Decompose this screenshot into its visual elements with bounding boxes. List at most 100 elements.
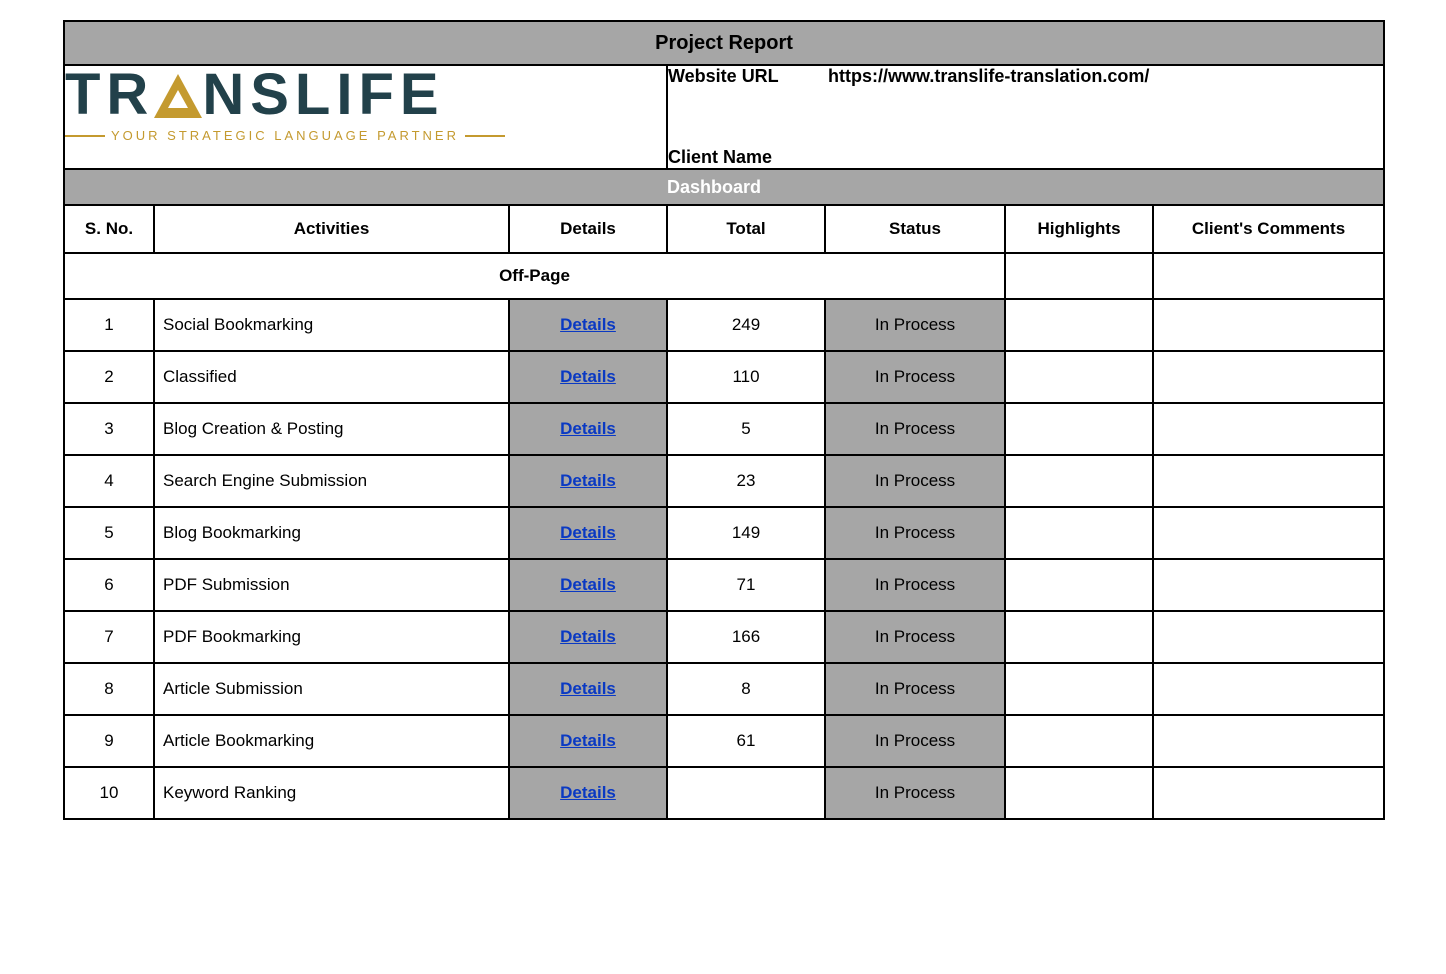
cell-total: 5 — [667, 403, 825, 455]
project-report-table: Project Report TRNSLIFE YOUR STRATEGIC L… — [63, 20, 1385, 820]
cell-comments — [1153, 507, 1384, 559]
cell-highlights — [1005, 351, 1153, 403]
cell-sno: 7 — [64, 611, 154, 663]
details-link[interactable]: Details — [560, 367, 616, 386]
tagline-rule-right — [465, 135, 505, 137]
brand-text-post: NSLIFE — [202, 62, 444, 127]
cell-status: In Process — [825, 299, 1005, 351]
cell-highlights — [1005, 611, 1153, 663]
triangle-icon — [154, 74, 202, 118]
cell-highlights — [1005, 559, 1153, 611]
report-title: Project Report — [64, 21, 1384, 65]
cell-total: 249 — [667, 299, 825, 351]
cell-details: Details — [509, 351, 667, 403]
cell-comments — [1153, 715, 1384, 767]
cell-highlights — [1005, 663, 1153, 715]
col-activities: Activities — [154, 205, 509, 253]
client-name-label: Client Name — [668, 147, 823, 168]
cell-details: Details — [509, 403, 667, 455]
cell-sno: 10 — [64, 767, 154, 819]
cell-comments — [1153, 767, 1384, 819]
brand-text-pre: TR — [65, 62, 154, 127]
cell-details: Details — [509, 455, 667, 507]
section-highlights-blank — [1005, 253, 1153, 299]
section-comments-blank — [1153, 253, 1384, 299]
cell-sno: 6 — [64, 559, 154, 611]
table-row: 4Search Engine Submission Details 23In Pro… — [64, 455, 1384, 507]
cell-status: In Process — [825, 767, 1005, 819]
brand-logo: TRNSLIFE — [65, 66, 495, 124]
cell-total: 23 — [667, 455, 825, 507]
cell-status: In Process — [825, 611, 1005, 663]
table-row: 2Classified Details 110In Process — [64, 351, 1384, 403]
tagline-rule-left — [65, 135, 105, 137]
cell-details: Details — [509, 715, 667, 767]
cell-details: Details — [509, 559, 667, 611]
cell-highlights — [1005, 767, 1153, 819]
cell-details: Details — [509, 767, 667, 819]
table-row: 1Social Bookmarking Details 249In Process — [64, 299, 1384, 351]
cell-status: In Process — [825, 715, 1005, 767]
cell-details: Details — [509, 663, 667, 715]
table-row: 7PDF Bookmarking Details 166In Process — [64, 611, 1384, 663]
cell-sno: 2 — [64, 351, 154, 403]
cell-details: Details — [509, 299, 667, 351]
cell-highlights — [1005, 455, 1153, 507]
col-highlights: Highlights — [1005, 205, 1153, 253]
logo-cell: TRNSLIFE YOUR STRATEGIC LANGUAGE PARTNER — [64, 65, 667, 169]
cell-sno: 9 — [64, 715, 154, 767]
cell-status: In Process — [825, 507, 1005, 559]
cell-total: 8 — [667, 663, 825, 715]
details-link[interactable]: Details — [560, 627, 616, 646]
cell-sno: 1 — [64, 299, 154, 351]
details-link[interactable]: Details — [560, 575, 616, 594]
cell-activity: PDF Bookmarking — [154, 611, 509, 663]
col-sno: S. No. — [64, 205, 154, 253]
brand-tagline: YOUR STRATEGIC LANGUAGE PARTNER — [105, 128, 465, 143]
cell-details: Details — [509, 507, 667, 559]
cell-sno: 5 — [64, 507, 154, 559]
cell-activity: PDF Submission — [154, 559, 509, 611]
cell-highlights — [1005, 715, 1153, 767]
cell-total: 166 — [667, 611, 825, 663]
cell-activity: Search Engine Submission — [154, 455, 509, 507]
cell-activity: Keyword Ranking — [154, 767, 509, 819]
details-link[interactable]: Details — [560, 731, 616, 750]
cell-status: In Process — [825, 403, 1005, 455]
col-status: Status — [825, 205, 1005, 253]
cell-highlights — [1005, 403, 1153, 455]
table-row: 8Article SubmissionDetails8In Process — [64, 663, 1384, 715]
table-row: 10Keyword Ranking Details In Process — [64, 767, 1384, 819]
table-row: 6PDF Submission Details 71In Process — [64, 559, 1384, 611]
cell-total: 149 — [667, 507, 825, 559]
cell-sno: 4 — [64, 455, 154, 507]
cell-activity: Article Bookmarking — [154, 715, 509, 767]
table-row: 9Article BookmarkingDetails61In Process — [64, 715, 1384, 767]
cell-activity: Classified — [154, 351, 509, 403]
cell-sno: 3 — [64, 403, 154, 455]
cell-activity: Social Bookmarking — [154, 299, 509, 351]
cell-comments — [1153, 299, 1384, 351]
cell-status: In Process — [825, 455, 1005, 507]
dashboard-label: Dashboard — [667, 169, 1384, 205]
cell-status: In Process — [825, 559, 1005, 611]
details-link[interactable]: Details — [560, 471, 616, 490]
details-link[interactable]: Details — [560, 783, 616, 802]
col-details: Details — [509, 205, 667, 253]
website-url-label: Website URL — [668, 66, 823, 87]
cell-activity: Blog Bookmarking — [154, 507, 509, 559]
details-link[interactable]: Details — [560, 523, 616, 542]
details-link[interactable]: Details — [560, 315, 616, 334]
details-link[interactable]: Details — [560, 679, 616, 698]
cell-total: 71 — [667, 559, 825, 611]
cell-total: 110 — [667, 351, 825, 403]
details-link[interactable]: Details — [560, 419, 616, 438]
table-row: 5Blog Bookmarking Details 149In Process — [64, 507, 1384, 559]
cell-comments — [1153, 663, 1384, 715]
table-row: 3Blog Creation & PostingDetails5In Proce… — [64, 403, 1384, 455]
cell-comments — [1153, 611, 1384, 663]
col-total: Total — [667, 205, 825, 253]
cell-sno: 8 — [64, 663, 154, 715]
cell-highlights — [1005, 299, 1153, 351]
cell-status: In Process — [825, 351, 1005, 403]
